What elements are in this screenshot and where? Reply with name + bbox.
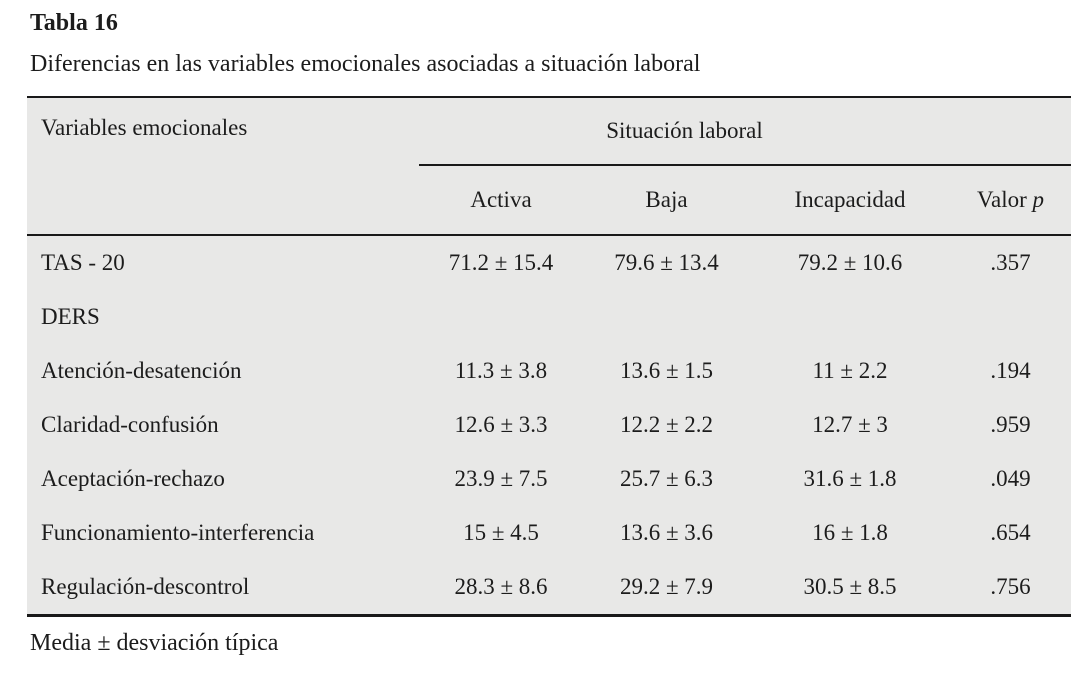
header-row-columns: Activa Baja Incapacidad Valor p — [27, 165, 1072, 236]
table-body: TAS - 20 71.2 ± 15.4 79.6 ± 13.4 79.2 ± … — [27, 235, 1071, 616]
cell-valor-p: .049 — [990, 466, 1031, 491]
table-number: Tabla 16 — [30, 10, 118, 36]
row-label: Atención-desatención — [41, 358, 242, 383]
cell-baja — [583, 290, 750, 344]
table-row: DERS — [27, 290, 1071, 344]
group-header-situacion-laboral: Situación laboral — [419, 97, 951, 166]
cell-incapacidad — [750, 290, 950, 344]
header-row-group: Variables emocionales Situación laboral — [27, 97, 1072, 236]
results-table: Variables emocionales Situación laboral … — [27, 96, 1072, 617]
column-header-activa: Activa — [419, 165, 583, 236]
row-label: TAS - 20 — [41, 250, 125, 275]
cell-valor-p: .654 — [990, 520, 1031, 545]
cell-valor-p: .959 — [990, 412, 1031, 437]
cell-activa: 23.9 ± 7.5 — [454, 466, 548, 491]
table-row: Regulación-descontrol 28.3 ± 8.6 29.2 ± … — [27, 560, 1071, 616]
table-header: Variables emocionales Situación laboral … — [27, 97, 1072, 236]
cell-activa: 12.6 ± 3.3 — [454, 412, 548, 437]
column-header-variables-emocionales: Variables emocionales — [27, 97, 419, 236]
table-row: TAS - 20 71.2 ± 15.4 79.6 ± 13.4 79.2 ± … — [27, 235, 1071, 290]
cell-baja: 13.6 ± 3.6 — [619, 520, 714, 545]
cell-incapacidad: 11 ± 2.2 — [812, 358, 888, 383]
cell-valor-p: .194 — [990, 358, 1031, 383]
cell-valor-p: .756 — [990, 574, 1031, 599]
cell-incapacidad: 30.5 ± 8.5 — [803, 574, 897, 599]
cell-baja: 12.2 ± 2.2 — [619, 412, 714, 437]
table-row: Atención-desatención 11.3 ± 3.8 13.6 ± 1… — [27, 344, 1071, 398]
cell-baja: 13.6 ± 1.5 — [619, 358, 714, 383]
cell-baja: 79.6 ± 13.4 — [614, 250, 719, 275]
column-header-valor-p: Valor p — [950, 165, 1072, 236]
cell-incapacidad: 16 ± 1.8 — [812, 520, 888, 545]
row-label: Funcionamiento-interferencia — [41, 520, 315, 545]
cell-incapacidad: 31.6 ± 1.8 — [803, 466, 897, 491]
cell-incapacidad: 12.7 ± 3 — [812, 412, 888, 437]
row-label: Aceptación-rechazo — [41, 466, 225, 491]
table-row: Aceptación-rechazo 23.9 ± 7.5 25.7 ± 6.3… — [27, 452, 1071, 506]
cell-baja: 25.7 ± 6.3 — [619, 466, 714, 491]
cell-incapacidad: 79.2 ± 10.6 — [797, 250, 903, 275]
cell-activa: 28.3 ± 8.6 — [454, 574, 548, 599]
cell-activa: 15 ± 4.5 — [463, 520, 539, 545]
table-row: Claridad-confusión 12.6 ± 3.3 12.2 ± 2.2… — [27, 398, 1071, 452]
cell-valor-p — [950, 290, 1071, 344]
row-label: DERS — [41, 304, 100, 329]
cell-activa — [419, 290, 583, 344]
valor-label: Valor — [976, 187, 1027, 212]
cell-activa: 11.3 ± 3.8 — [454, 358, 548, 383]
p-symbol: p — [1032, 187, 1045, 212]
table-caption: Diferencias en las variables emocionales… — [30, 51, 701, 77]
column-header-incapacidad: Incapacidad — [750, 165, 951, 236]
paper-table-figure: Tabla 16 Diferencias en las variables em… — [27, 10, 1072, 656]
row-label: Claridad-confusión — [41, 412, 219, 437]
row-label: Regulación-descontrol — [41, 574, 250, 599]
table-row: Funcionamiento-interferencia 15 ± 4.5 13… — [27, 506, 1071, 560]
cell-valor-p: .357 — [990, 250, 1031, 275]
column-header-baja: Baja — [583, 165, 750, 236]
cell-activa: 71.2 ± 15.4 — [448, 250, 554, 275]
table-footnote: Media ± desviación típica — [30, 630, 279, 656]
group-header-spacer — [950, 97, 1072, 166]
cell-baja: 29.2 ± 7.9 — [619, 574, 714, 599]
